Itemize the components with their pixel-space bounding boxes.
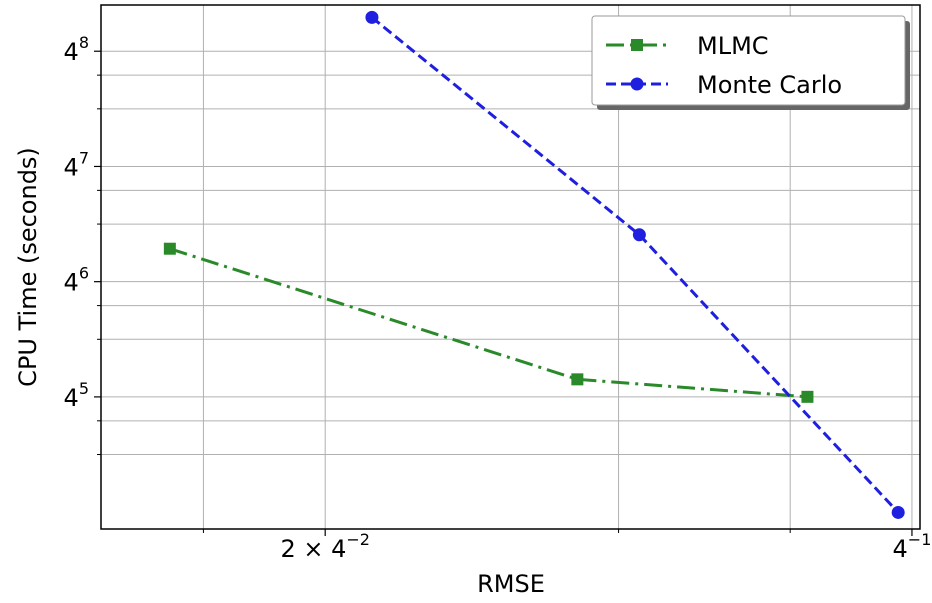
mlmc-point: [571, 373, 584, 386]
y-tick-label: 46: [64, 264, 89, 297]
legend-box: [591, 15, 906, 106]
series-layer: [163, 10, 905, 519]
y-tick-label: 48: [64, 33, 89, 66]
legend-swatch-marker: [630, 77, 644, 91]
grid: [101, 5, 920, 529]
y-axis-label: CPU Time (seconds): [14, 147, 42, 387]
x-axis-label: RMSE: [477, 570, 545, 598]
series-monte-carlo: [365, 10, 905, 519]
legend-label: Monte Carlo: [697, 71, 842, 99]
legend-items: MLMC Monte Carlo: [606, 32, 842, 99]
monte-carlo-line: [370, 16, 900, 514]
monte-carlo-point: [365, 10, 379, 24]
legend-label: MLMC: [697, 32, 769, 60]
legend-entry-mlmc: MLMC: [606, 32, 769, 60]
monte-carlo-point: [891, 505, 905, 519]
mlmc-line: [169, 247, 808, 399]
y-tick-label: 47: [64, 148, 89, 181]
legend: MLMC Monte Carlo: [591, 15, 910, 110]
legend-swatch-marker: [631, 39, 643, 51]
plot-frame: [100, 4, 921, 530]
legend-entry-monte-carlo: Monte Carlo: [606, 71, 842, 99]
ticks: 45 46 47 48 2 × 4−2 4−1: [64, 33, 932, 563]
y-tick-label: 45: [64, 379, 89, 412]
monte-carlo-point: [632, 228, 646, 242]
mlmc-point: [163, 242, 176, 255]
x-tick-label: 2 × 4−2: [280, 530, 370, 563]
x-tick-label: 4−1: [893, 530, 932, 563]
mlmc-point: [801, 390, 814, 403]
series-mlmc: [163, 242, 814, 403]
